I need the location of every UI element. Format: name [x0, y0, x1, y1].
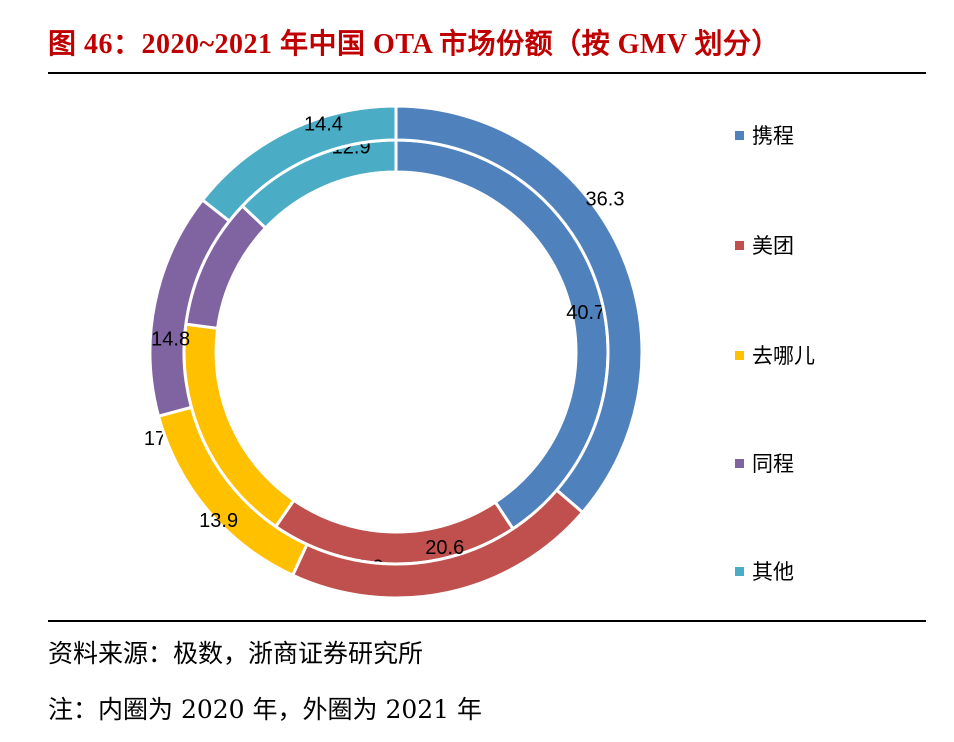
- legend-label-ctrip: 携程: [752, 124, 794, 148]
- legend-label-meituan: 美团: [752, 234, 794, 258]
- outer-label-ctrip: 36.3: [586, 188, 625, 210]
- legend-swatch-qunar: [735, 350, 744, 360]
- legend-item-tongcheng: 同程: [735, 448, 794, 478]
- legend-swatch-meituan: [735, 240, 744, 250]
- legend-label-qunar: 去哪儿: [752, 344, 815, 368]
- legend-swatch-others: [735, 566, 744, 576]
- outer-label-tongcheng: 14.8: [151, 328, 190, 350]
- legend-item-ctrip: 携程: [735, 120, 794, 150]
- legend-item-meituan: 美团: [735, 230, 794, 260]
- title-divider: [48, 72, 926, 74]
- legend-item-others: 其他: [735, 556, 794, 586]
- legend-swatch-ctrip: [735, 130, 744, 140]
- legend-swatch-tongcheng: [735, 458, 744, 468]
- legend-label-others: 其他: [752, 560, 794, 584]
- outer-label-qunar: 13.9: [199, 510, 238, 532]
- footer-divider: [48, 620, 926, 622]
- ring-note: 注：内圈为 2020 年，外圈为 2021 年: [48, 695, 483, 724]
- chart-title: 图 46：2020~2021 年中国 OTA 市场份额（按 GMV 划分）: [48, 29, 781, 60]
- outer-label-others: 14.4: [304, 113, 343, 135]
- inner-label-ctrip: 40.7: [566, 302, 605, 324]
- source-note: 资料来源：极数，浙商证券研究所: [48, 639, 424, 668]
- legend-label-tongcheng: 同程: [752, 452, 794, 476]
- outer-label-meituan: 20.6: [425, 537, 464, 559]
- legend-item-qunar: 去哪儿: [735, 340, 815, 370]
- outer-ring-segment-others: [200, 104, 398, 224]
